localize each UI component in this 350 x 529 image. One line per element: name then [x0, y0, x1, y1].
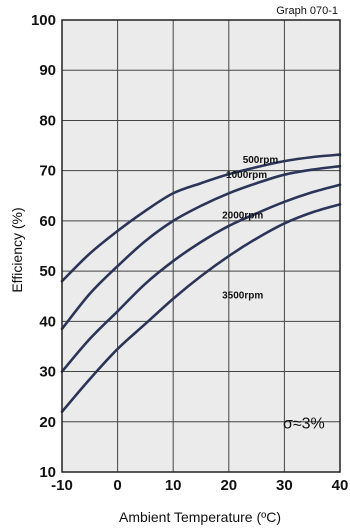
y-tick-label: 100: [31, 12, 56, 29]
series-labels: 500rpm 1000rpm 2000rpm 3500rpm: [222, 155, 278, 302]
series-line-3500rpm: [60, 203, 342, 414]
y-tick-label: 30: [39, 364, 56, 381]
x-tick-label: 30: [276, 477, 293, 494]
y-tick-label: 40: [39, 313, 56, 330]
x-tick-label: 10: [165, 477, 182, 494]
y-tick-label: 20: [39, 414, 56, 431]
sigma-annotation: σ≈3%: [283, 415, 325, 432]
y-tick-label: 10: [39, 464, 56, 481]
series-line-2000rpm: [60, 183, 342, 373]
series-label-500rpm: 500rpm: [243, 155, 279, 166]
series-label-2000rpm: 2000rpm: [222, 210, 263, 221]
y-tick-label: 50: [39, 263, 56, 280]
y-tick-label: 90: [39, 62, 56, 79]
x-tick-label: 0: [113, 477, 121, 494]
y-tick-label: 70: [39, 163, 56, 180]
series-label-3500rpm: 3500rpm: [222, 291, 263, 302]
x-axis-label: Ambient Temperature (ºC): [119, 509, 281, 525]
series-curves: [60, 153, 342, 414]
tick-labels: -10 0 10 20 30 40 10 20 30 40 50 60 70 80 90 100: [31, 12, 348, 494]
series-line-500rpm: [60, 153, 342, 283]
plot-frame: [61, 19, 341, 473]
y-tick-label: 80: [39, 112, 56, 129]
series-label-1000rpm: 1000rpm: [226, 170, 267, 181]
x-tick-label: 20: [220, 477, 237, 494]
x-tick-label: -10: [51, 477, 73, 494]
plot-background: [62, 20, 340, 472]
series-line-1000rpm: [60, 164, 342, 331]
graph-id-label: Graph 070-1: [276, 5, 338, 17]
y-axis-label: Efficiency (%): [9, 207, 25, 292]
y-tick-label: 60: [39, 213, 56, 230]
x-tick-label: 40: [332, 477, 349, 494]
